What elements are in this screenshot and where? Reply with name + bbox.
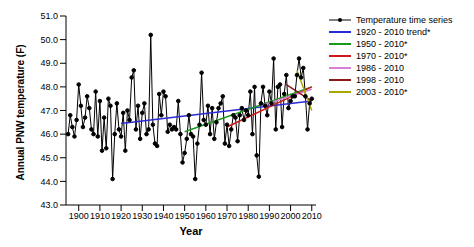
svg-text:48.0: 48.0 bbox=[40, 82, 58, 92]
svg-text:1900: 1900 bbox=[69, 211, 89, 221]
html-text:Temperature time series: Temperature time series bbox=[356, 15, 453, 25]
html-text:1998 - 2010: 1998 - 2010 bbox=[356, 75, 404, 85]
svg-text:1940: 1940 bbox=[153, 211, 173, 221]
html-text:1920 - 2010 trend*: 1920 - 2010 trend* bbox=[356, 27, 431, 37]
html-text:1950 - 2010*: 1950 - 2010* bbox=[356, 39, 408, 49]
svg-text:2000: 2000 bbox=[281, 211, 301, 221]
svg-text:1950: 1950 bbox=[175, 211, 195, 221]
svg-text:1910: 1910 bbox=[90, 211, 110, 221]
svg-text:46.0: 46.0 bbox=[40, 129, 58, 139]
svg-text:Annual PNW temperature (F): Annual PNW temperature (F) bbox=[15, 44, 26, 180]
svg-text:50.0: 50.0 bbox=[40, 35, 58, 45]
svg-text:1990: 1990 bbox=[259, 211, 279, 221]
svg-text:1960: 1960 bbox=[196, 211, 216, 221]
html-text:2003 - 2010*: 2003 - 2010* bbox=[356, 87, 408, 97]
html-text:1986 - 2010: 1986 - 2010 bbox=[356, 63, 404, 73]
svg-text:Year: Year bbox=[179, 225, 203, 237]
svg-text:43.0: 43.0 bbox=[40, 200, 58, 210]
svg-text:1920: 1920 bbox=[111, 211, 131, 221]
svg-text:1980: 1980 bbox=[238, 211, 258, 221]
svg-text:1930: 1930 bbox=[132, 211, 152, 221]
svg-text:44.0: 44.0 bbox=[40, 177, 58, 187]
svg-text:47.0: 47.0 bbox=[40, 106, 58, 116]
svg-text:45.0: 45.0 bbox=[40, 153, 58, 163]
html-text:1970 - 2010*: 1970 - 2010* bbox=[356, 51, 408, 61]
svg-text:1970: 1970 bbox=[217, 211, 237, 221]
svg-text:49.0: 49.0 bbox=[40, 58, 58, 68]
svg-text:51.0: 51.0 bbox=[40, 11, 58, 21]
svg-text:2010: 2010 bbox=[302, 211, 322, 221]
